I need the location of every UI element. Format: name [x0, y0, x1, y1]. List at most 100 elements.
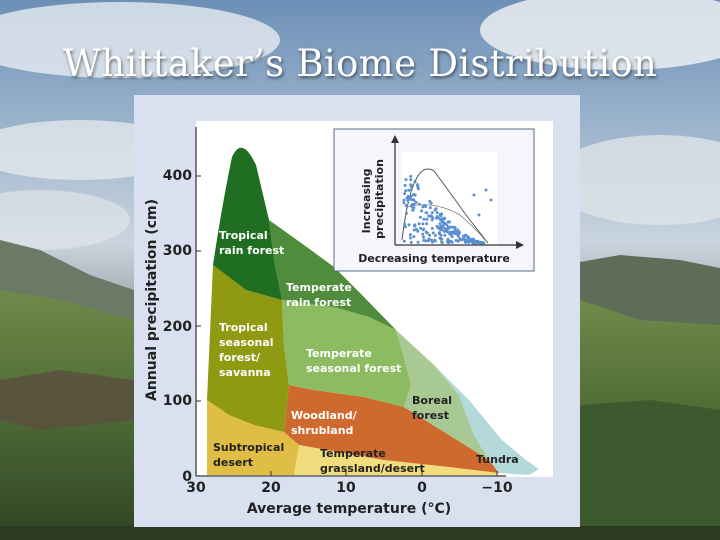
- inset-dot: [466, 239, 470, 243]
- label-temperate-grassland-desert: Temperate grassland/desert: [320, 447, 425, 475]
- region-tundra: [434, 365, 539, 475]
- x-tick-minus10: −10: [481, 480, 512, 496]
- x-tick-0: 0: [417, 480, 427, 496]
- label-tundra: Tundra: [476, 453, 519, 466]
- inset-dot: [429, 201, 433, 205]
- inset-dot: [411, 208, 415, 212]
- inset-dot: [406, 195, 410, 198]
- x-tick-marks: [195, 471, 498, 476]
- inset-dot: [409, 194, 413, 198]
- inset-dot: [442, 217, 446, 221]
- inset-panel: Increasing precipitation Decreasing temp…: [333, 128, 535, 272]
- inset-dot: [421, 222, 425, 226]
- y-tick-marks: [196, 175, 201, 477]
- y-tick-0: 0: [182, 469, 192, 485]
- inset-dot: [411, 198, 415, 202]
- inset-dot: [472, 193, 476, 197]
- inset-dot: [427, 239, 430, 243]
- inset-dot: [409, 236, 412, 240]
- region-woodland-shrubland: [284, 385, 499, 473]
- x-tick-20: 20: [261, 480, 281, 496]
- region-temperate-rain-forest: [269, 220, 396, 330]
- x-axis-title: Average temperature (°C): [247, 501, 451, 517]
- label-tropical-rain-forest: Tropical rain forest: [219, 229, 284, 257]
- inset-dot: [402, 201, 406, 205]
- inset-dot: [403, 192, 407, 196]
- inset-dot: [409, 174, 413, 178]
- inset-dot: [481, 241, 485, 245]
- inset-dot: [413, 223, 417, 227]
- region-subtropical-desert: [207, 400, 299, 475]
- inset-dot: [433, 208, 437, 212]
- label-temperate-seasonal-forest: Temperate seasonal forest: [306, 347, 401, 375]
- inset-dot: [431, 231, 435, 235]
- inset-dot: [422, 227, 426, 231]
- inset-dot: [404, 204, 408, 208]
- inset-dot: [440, 237, 444, 241]
- inset-dot: [435, 216, 439, 220]
- inset-inner-curve: [405, 204, 487, 242]
- inset-dot: [404, 189, 408, 193]
- inset-dot: [417, 202, 421, 206]
- inset-dot: [440, 241, 444, 245]
- inset-dot: [425, 211, 429, 215]
- inset-dot: [407, 188, 411, 192]
- inset-dot: [428, 206, 432, 210]
- inset-dot: [425, 222, 429, 226]
- inset-dot: [418, 215, 422, 219]
- inset-dot: [419, 226, 422, 230]
- region-temperate-seasonal-forest: [282, 300, 411, 407]
- inset-scatter: [402, 174, 493, 245]
- inset-dot: [417, 222, 421, 226]
- x-tick-10: 10: [336, 480, 356, 496]
- inset-dot: [421, 232, 425, 236]
- inset-dot: [451, 225, 455, 229]
- inset-dot: [402, 239, 406, 243]
- inset-dot: [428, 233, 432, 237]
- inset-dot: [403, 225, 407, 229]
- inset-dot: [429, 214, 433, 218]
- inset-y-label: Increasing precipitation: [360, 159, 386, 239]
- inset-dot: [427, 214, 431, 218]
- inset-dot: [435, 211, 439, 215]
- inset-dot: [422, 238, 426, 242]
- inset-dot: [453, 229, 457, 233]
- inset-dot: [445, 230, 449, 234]
- inset-dot: [402, 198, 406, 202]
- inset-dot: [413, 180, 417, 184]
- region-temperate-grassland-desert: [294, 445, 499, 475]
- y-tick-400: 400: [163, 168, 192, 184]
- inset-dot: [409, 183, 413, 187]
- inset-dot: [473, 239, 477, 243]
- inset-dot: [406, 199, 410, 203]
- inset-dot: [416, 240, 420, 244]
- inset-dot: [410, 204, 413, 208]
- inset-dot: [438, 227, 442, 231]
- inset-dot: [440, 220, 444, 223]
- y-tick-100: 100: [163, 393, 192, 409]
- inset-dot: [458, 237, 462, 241]
- inset-x-arrow-icon: [516, 241, 524, 249]
- inset-dot: [403, 183, 407, 187]
- inset-dot: [446, 220, 450, 224]
- inset-dot: [430, 226, 434, 230]
- inset-dot: [484, 188, 488, 192]
- label-tropical-seasonal-forest: Tropical seasonal forest/ savanna: [219, 321, 277, 379]
- inset-dot: [465, 234, 469, 238]
- inset-dot: [424, 230, 428, 234]
- inset-dot: [469, 239, 473, 243]
- inset-dot: [438, 222, 442, 226]
- inset-dot: [412, 228, 416, 232]
- whittaker-diagram: 0 100 200 300 400 30 20 10 0 −10 Average…: [134, 95, 580, 527]
- inset-x-label: Decreasing temperature: [358, 252, 510, 265]
- inset-dot: [454, 238, 458, 242]
- inset-dot: [433, 238, 437, 242]
- inset-dot: [449, 233, 453, 237]
- label-woodland-shrubland: Woodland/ shrubland: [291, 409, 361, 437]
- inset-dot: [408, 233, 412, 237]
- inset-dot: [445, 223, 449, 227]
- inset-dot: [471, 237, 475, 241]
- inset-dot: [422, 235, 426, 239]
- inset-dot: [422, 204, 426, 208]
